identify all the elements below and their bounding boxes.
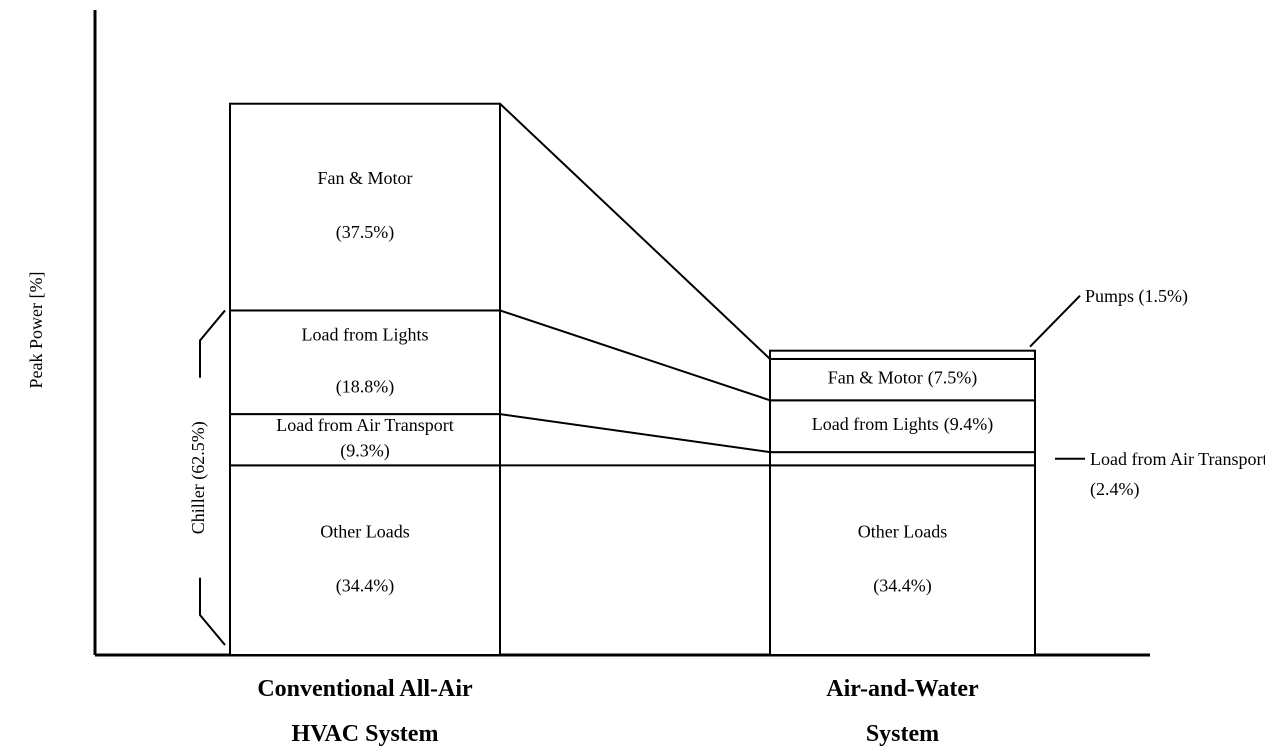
y-axis-label: Peak Power [%]	[26, 272, 46, 389]
segment-name: Pumps	[1085, 285, 1135, 306]
outside-label: Load from Air Transport (2.4%)	[1090, 444, 1265, 504]
segment-name: Load from Lights	[302, 324, 429, 344]
segment-name: Load from Air Transport	[276, 415, 454, 435]
segment-value-label: (34.4%)	[336, 575, 394, 596]
outside-label: Pumps (1.5%)	[1085, 281, 1265, 311]
segment-value-label: (9.3%)	[340, 441, 389, 462]
segment-name: Load from Lights	[812, 414, 939, 434]
bar-segment	[769, 357, 1036, 402]
bar-segment	[769, 349, 1036, 360]
leader-line	[1029, 294, 1081, 348]
x-tick-label: Air-and-Water System	[826, 676, 979, 747]
bracket	[199, 309, 226, 646]
segment-value-label: (34.4%)	[873, 575, 931, 596]
segment-name: Fan & Motor	[317, 168, 412, 188]
x-tick-label: Conventional All-Air HVAC System	[257, 676, 473, 747]
connector-line	[499, 413, 771, 454]
segment-name: Load from Air Transport	[1090, 448, 1265, 469]
bar-segment	[769, 451, 1036, 467]
segment-value-label: (2.4%)	[1090, 478, 1140, 499]
bar-segment	[229, 464, 501, 656]
segment-name: Other Loads	[858, 521, 947, 541]
segment-name: Other Loads	[320, 521, 409, 541]
segment-value-label: (9.4%)	[944, 414, 993, 435]
connector-line	[499, 102, 771, 360]
segment-value-label: (18.8%)	[336, 376, 394, 397]
bar-segment	[769, 399, 1036, 454]
segment-value-label: (7.5%)	[928, 368, 977, 389]
bar-segment	[229, 413, 501, 467]
bracket-label: Chiller (62.5%)	[188, 421, 209, 534]
segment-label: Load from Lights (9.4%)	[812, 414, 993, 435]
bar-segment	[769, 464, 1036, 656]
segment-value-label: (37.5%)	[336, 222, 394, 243]
segment-label: Fan & Motor (7.5%)	[828, 368, 978, 389]
segment-name: Fan & Motor	[828, 368, 923, 388]
connector-line	[499, 309, 771, 402]
segment-value-label: (1.5%)	[1138, 285, 1189, 306]
bar-segment	[229, 102, 501, 312]
